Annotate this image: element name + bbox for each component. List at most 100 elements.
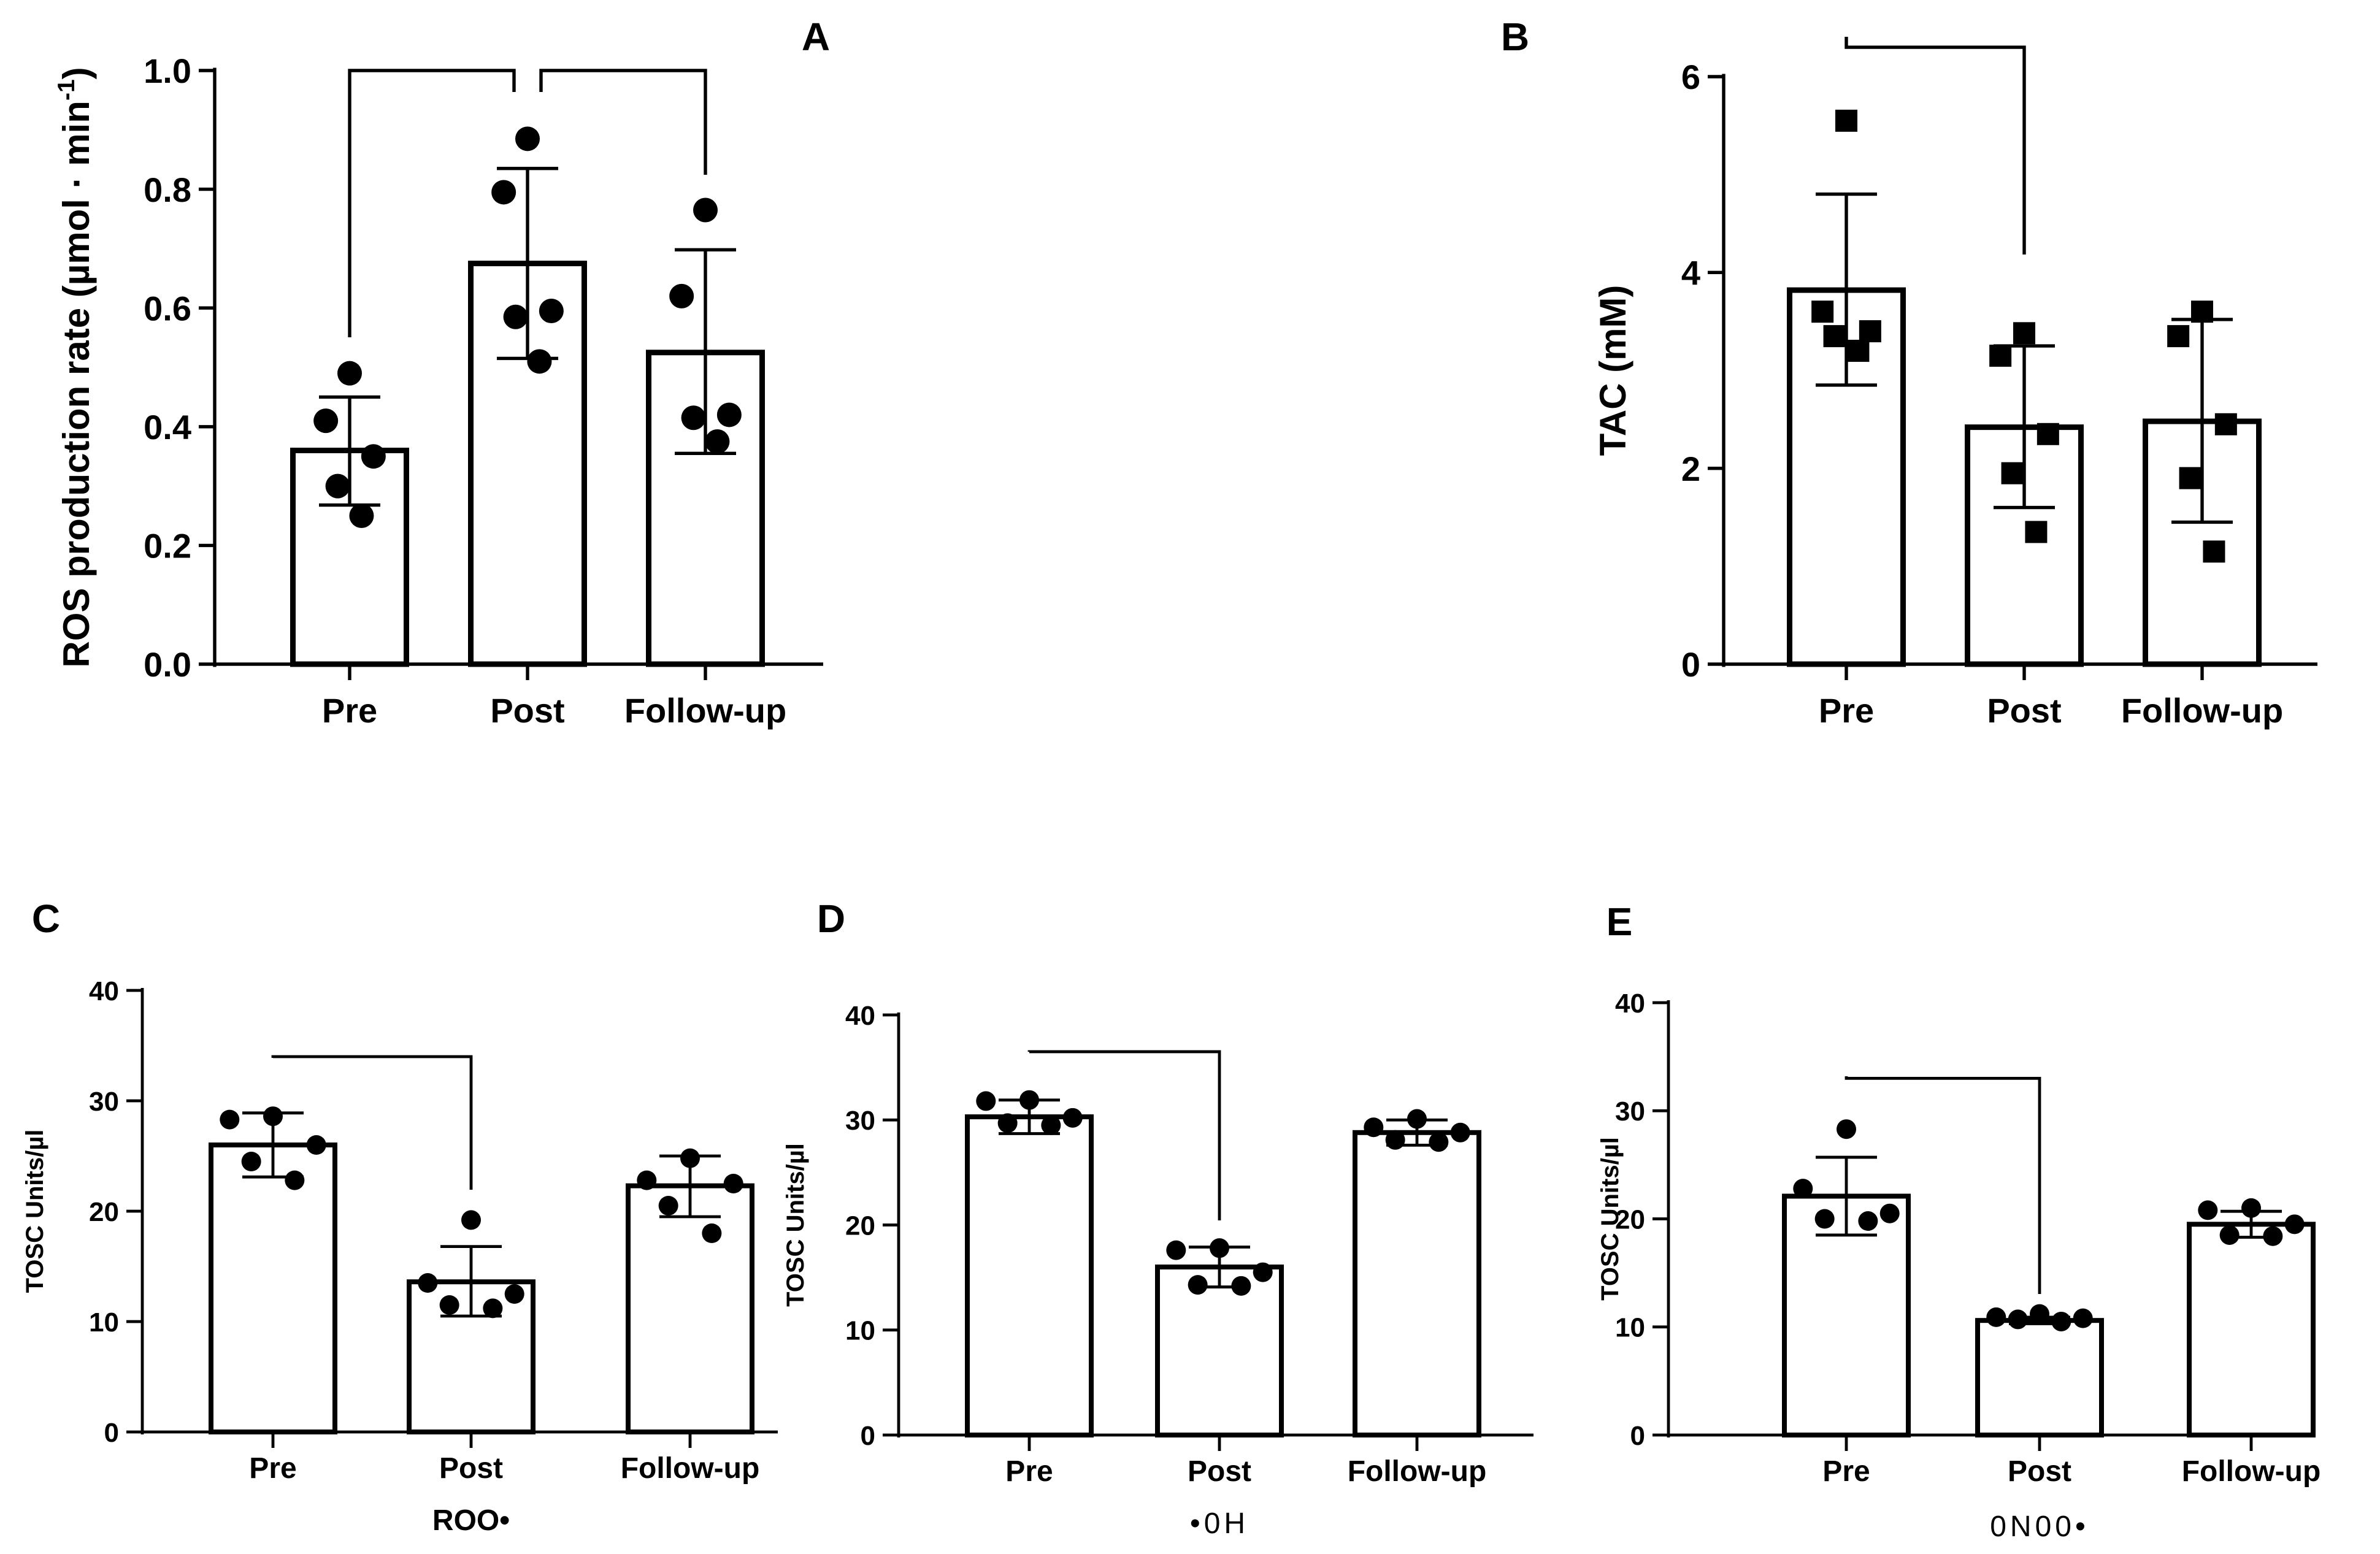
- data-point: [2263, 1226, 2283, 1246]
- data-point: [361, 444, 386, 469]
- y-tick-label: 10: [1615, 1313, 1645, 1343]
- y-tick-label: 0: [1681, 645, 1700, 684]
- data-point: [1019, 1090, 1039, 1110]
- data-point: [2051, 1311, 2071, 1331]
- data-point: [337, 361, 362, 386]
- panel-label: D: [817, 897, 845, 941]
- data-point: [1847, 340, 1870, 362]
- data-point: [515, 126, 540, 151]
- bar: [965, 1114, 1094, 1438]
- data-point: [702, 1223, 722, 1243]
- data-point: [681, 405, 706, 431]
- data-point: [306, 1135, 326, 1155]
- data-point: [527, 349, 552, 374]
- data-point: [1823, 325, 1846, 348]
- data-point: [2198, 1200, 2218, 1220]
- x-axis-label: 0N00•: [1990, 1510, 2089, 1543]
- significance-bracket: [1845, 37, 2026, 255]
- data-point: [2073, 1308, 2093, 1328]
- x-tick-label: Post: [439, 1452, 503, 1485]
- panel-label: B: [1501, 15, 1529, 59]
- data-point: [705, 429, 730, 454]
- y-tick-label: 10: [89, 1307, 119, 1338]
- data-point: [285, 1170, 305, 1190]
- y-tick-label: 0.0: [144, 645, 191, 684]
- panel-e: E 0 10 20 30 40 Pre Post Follow-up TOSC Units/µl 0…: [1597, 900, 2320, 1543]
- data-point: [1986, 1307, 2006, 1327]
- y-tick-label: 0.2: [144, 527, 191, 565]
- panel-label: A: [802, 15, 830, 59]
- data-point: [669, 283, 694, 308]
- y-tick-label: 1.0: [144, 52, 191, 90]
- x-tick-label: Post: [490, 691, 564, 730]
- y-axis-label: TOSC Units/µl: [21, 1130, 48, 1293]
- data-point: [2167, 325, 2190, 348]
- x-tick-label: Post: [1188, 1455, 1251, 1488]
- data-point: [1429, 1132, 1449, 1152]
- x-tick-label: Post: [2008, 1455, 2071, 1488]
- data-point: [503, 304, 528, 329]
- bar: [626, 1183, 754, 1434]
- data-point: [723, 1174, 743, 1193]
- panel-b: B 0 2 4 6 Pre Post Follow-up TAC (mM): [1501, 15, 2317, 730]
- data-point: [2036, 423, 2059, 445]
- data-point: [439, 1295, 459, 1315]
- data-point: [1450, 1122, 1470, 1143]
- data-point: [1989, 345, 2012, 367]
- significance-bracket: [271, 1055, 473, 1190]
- data-point: [2214, 413, 2237, 435]
- data-point: [2025, 521, 2048, 543]
- panel-label: C: [32, 897, 60, 941]
- x-tick-label: Follow-up: [621, 1452, 760, 1485]
- y-axis-label-tail: ): [56, 67, 97, 79]
- data-point: [1210, 1238, 1229, 1258]
- data-point: [2191, 300, 2213, 323]
- data-point: [2284, 1214, 2305, 1234]
- data-point: [220, 1109, 240, 1130]
- data-point: [1859, 320, 1881, 343]
- data-point: [491, 180, 516, 205]
- panel-d: D 0 10 20 30 40 Pre Post Follow-up TOSC Units/µl •…: [782, 897, 1534, 1540]
- y-tick-label: 4: [1681, 253, 1700, 292]
- y-tick-label: 2: [1681, 450, 1700, 488]
- data-point: [2179, 467, 2202, 489]
- panel-a: A 0.0 0.2 0.4 0.6 0.8 1.0 Pre Post Follow-up ROS p…: [53, 15, 830, 730]
- y-tick-label: 40: [1615, 989, 1645, 1019]
- bar: [209, 1143, 337, 1434]
- panel-c: C 0 10 20 30 40 Pre Post Follow-up TOSC Units/µl R…: [21, 897, 778, 1537]
- data-point: [976, 1091, 996, 1111]
- y-axis-label: TOSC Units/µl: [1597, 1137, 1624, 1301]
- x-tick-label: Post: [1987, 691, 2061, 730]
- data-point: [325, 473, 350, 499]
- data-point: [2203, 540, 2225, 563]
- bar: [1353, 1130, 1481, 1438]
- data-point: [1041, 1115, 1061, 1135]
- x-tick-label: Pre: [249, 1452, 296, 1485]
- data-point: [2219, 1225, 2240, 1245]
- y-tick-label: 40: [845, 1001, 875, 1031]
- data-point: [1253, 1262, 1273, 1282]
- x-tick-label: Pre: [1822, 1455, 1870, 1488]
- significance-bracket: [1027, 1050, 1221, 1220]
- data-point: [483, 1298, 503, 1319]
- data-point: [539, 299, 564, 324]
- data-point: [1364, 1117, 1384, 1138]
- data-point: [1835, 109, 1857, 132]
- x-tick-label: Pre: [1005, 1455, 1053, 1488]
- data-point: [2241, 1198, 2261, 1218]
- y-tick-label: 20: [1615, 1204, 1645, 1234]
- y-tick-label: 30: [89, 1087, 119, 1117]
- data-point: [263, 1106, 283, 1127]
- data-point: [1879, 1203, 1900, 1223]
- y-axis-label: ROS production rate (µmol · min-1): [53, 67, 97, 667]
- significance-bracket: [1845, 1076, 2041, 1294]
- data-point: [1793, 1179, 1813, 1199]
- data-point: [1231, 1276, 1251, 1296]
- data-point: [2001, 462, 2024, 484]
- data-point: [2030, 1304, 2049, 1324]
- data-point: [658, 1196, 678, 1215]
- y-tick-label: 30: [845, 1106, 875, 1136]
- data-point: [716, 402, 742, 427]
